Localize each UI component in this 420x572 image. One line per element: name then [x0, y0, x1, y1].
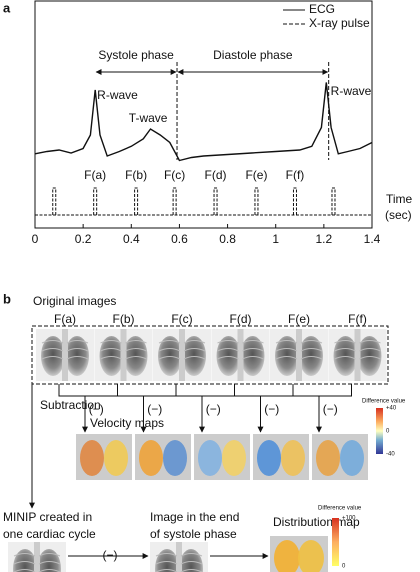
label: 0.8: [219, 232, 236, 246]
label: ECG: [309, 2, 335, 16]
label: 0: [32, 232, 39, 246]
velocity-map: [135, 434, 191, 480]
label: F(d): [205, 168, 227, 182]
label: Time: [386, 192, 413, 206]
xray-image: [211, 328, 270, 382]
label: F(c): [171, 312, 192, 326]
xray-pulse: [134, 187, 139, 215]
label: 1: [272, 232, 279, 246]
velocity-map: [253, 434, 309, 480]
label: (sec): [385, 208, 412, 222]
map-lung: [139, 440, 163, 476]
label: F(e): [288, 312, 310, 326]
subtraction-bracket: [234, 384, 294, 397]
map-lung: [80, 440, 104, 476]
colorbar: [332, 518, 339, 566]
subtraction-bracket: [175, 384, 235, 397]
xray-image: [149, 541, 209, 572]
xray-image: [7, 541, 67, 572]
frame-box: [31, 325, 389, 385]
xray-image: [269, 328, 329, 382]
label: a: [3, 0, 11, 15]
label: Difference value: [362, 399, 406, 405]
label: F(e): [245, 168, 267, 182]
xray-image: [35, 328, 95, 382]
label: 0.6: [171, 232, 188, 246]
label: Image in the end: [150, 510, 239, 524]
label: 1.4: [364, 232, 381, 246]
label: (−): [147, 402, 162, 416]
plot-frame: [34, 0, 373, 229]
xray-image: [328, 328, 387, 382]
map-lung: [222, 440, 246, 476]
subtraction-bracket: [292, 384, 352, 397]
xray-pulse: [172, 187, 177, 215]
velocity-map: [312, 434, 368, 480]
label: b: [3, 291, 11, 306]
xray-pulse: [52, 187, 57, 215]
label: F(b): [125, 168, 147, 182]
label: R-wave: [97, 88, 138, 102]
label: Diastole phase: [213, 48, 293, 62]
map-lung: [104, 440, 128, 476]
label: 0: [342, 564, 346, 570]
label: one cardiac cycle: [3, 527, 96, 541]
xray-pulse: [93, 187, 98, 215]
label: Velocity maps: [90, 416, 164, 430]
label: 0.2: [75, 232, 92, 246]
map-lung: [163, 440, 187, 476]
xray-pulse: [213, 187, 218, 215]
ecg-line: [34, 82, 373, 162]
label: F(a): [84, 168, 106, 182]
map-lung: [198, 440, 222, 476]
colorbar: [376, 408, 383, 454]
label: (−): [264, 402, 279, 416]
label: R-wave: [331, 84, 372, 98]
label: of systole phase: [150, 527, 237, 541]
xray-pulse: [331, 187, 336, 215]
label: MINIP created in: [3, 510, 92, 524]
label: Systole phase: [98, 48, 174, 62]
label: 0: [386, 429, 390, 435]
xray-image: [152, 328, 212, 382]
label: 0.4: [123, 232, 140, 246]
label: (−): [103, 548, 118, 562]
xray-pulse: [254, 187, 259, 215]
subtraction-bracket: [58, 384, 118, 397]
velocity-map: [194, 434, 250, 480]
label: Subtraction: [40, 398, 101, 412]
subtraction-bracket: [117, 384, 177, 397]
label: Original images: [33, 294, 116, 308]
map-lung: [316, 440, 340, 476]
label: X-ray pulse: [309, 16, 370, 30]
label: +40: [386, 406, 397, 412]
label: F(c): [164, 168, 185, 182]
map-lung: [281, 440, 305, 476]
label: (−): [206, 402, 221, 416]
distribution-map: [270, 536, 328, 572]
label: F(f): [286, 168, 305, 182]
velocity-map: [76, 434, 132, 480]
label: F(d): [230, 312, 252, 326]
label: (−): [89, 402, 104, 416]
label: F(b): [113, 312, 135, 326]
label: Difference value: [318, 506, 362, 512]
map-lung: [274, 540, 300, 572]
map-lung: [298, 540, 324, 572]
xray-pulse: [292, 187, 297, 215]
map-lung: [257, 440, 281, 476]
label: +100: [342, 516, 356, 522]
map-lung: [340, 440, 364, 476]
label: T-wave: [129, 111, 168, 125]
label: F(f): [348, 312, 367, 326]
label: F(a): [54, 312, 76, 326]
label: -40: [386, 452, 395, 458]
label: 1.2: [316, 232, 333, 246]
xray-image: [94, 328, 153, 382]
label: (−): [323, 402, 338, 416]
